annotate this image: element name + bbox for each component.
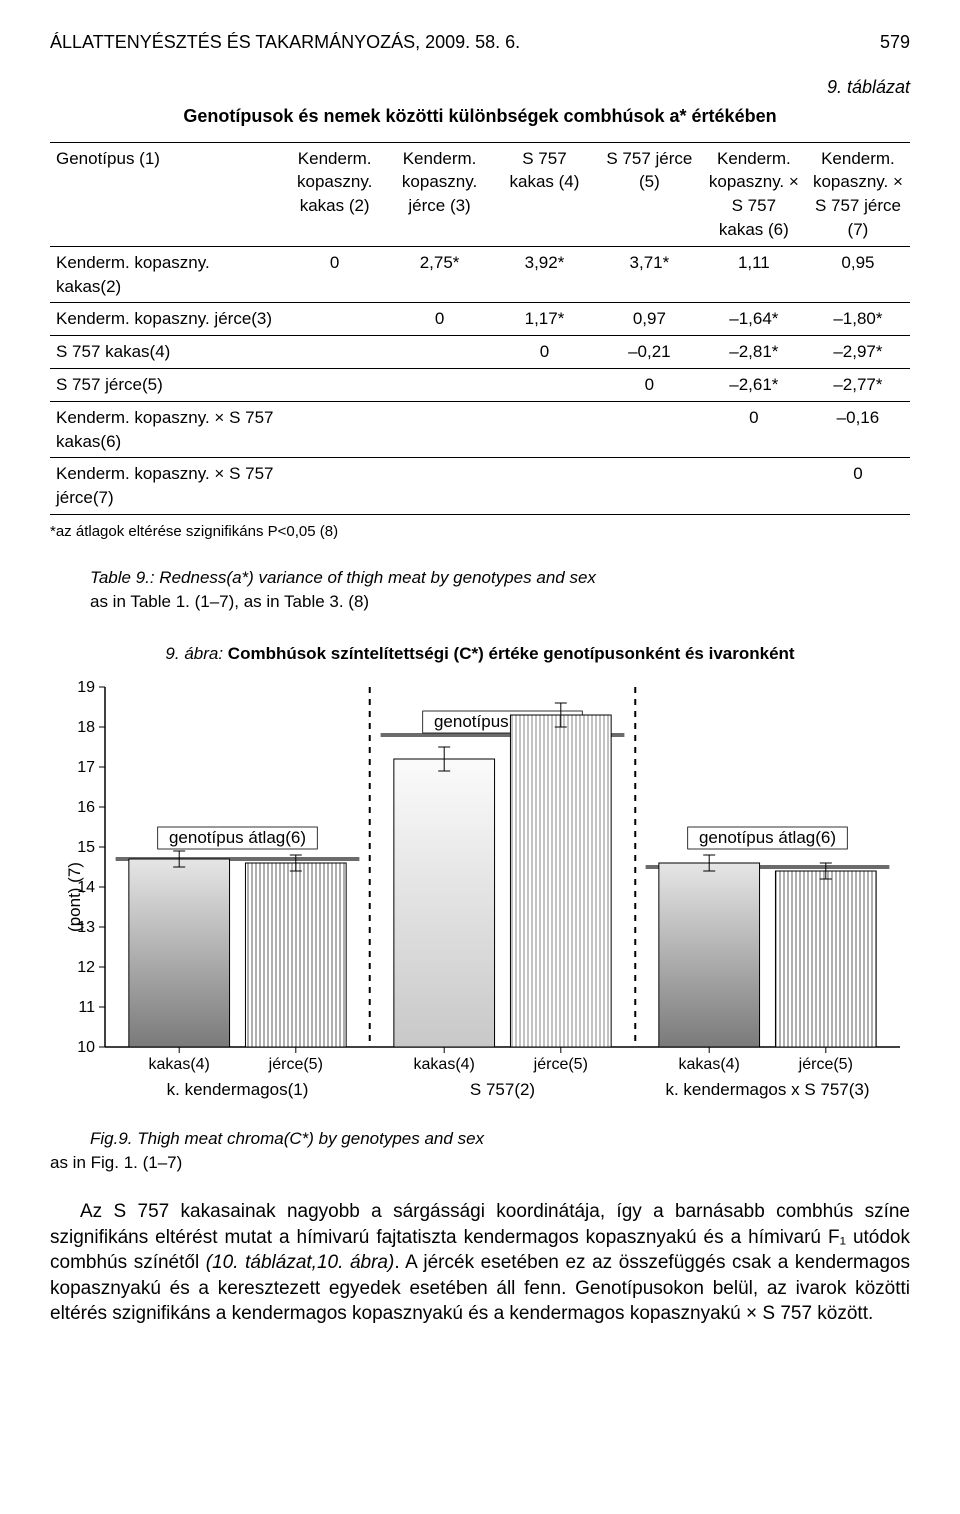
table-header-cell: S 757 jérce (5)	[597, 143, 702, 247]
svg-text:jérce(5): jérce(5)	[798, 1056, 853, 1073]
svg-text:15: 15	[77, 839, 95, 856]
body-paragraph: Az S 757 kakasainak nagyobb a sárgássági…	[50, 1199, 910, 1327]
table-cell: 3,92*	[492, 247, 597, 303]
table-cell	[282, 369, 387, 401]
table-row-label: Kenderm. kopaszny. × S 757 kakas(6)	[50, 402, 282, 458]
table-caption: Table 9.: Redness(a*) variance of thigh …	[90, 566, 910, 614]
table-cell: 0,97	[597, 303, 702, 335]
table-cell: 0	[597, 369, 702, 401]
table-cell	[492, 369, 597, 401]
table-cell: 0	[387, 303, 492, 335]
table-cell: –2,81*	[702, 336, 806, 368]
table-cell: –1,80*	[806, 303, 910, 335]
figure-caption-sub: as in Fig. 1. (1–7)	[50, 1151, 910, 1175]
svg-text:kakas(4): kakas(4)	[679, 1056, 740, 1073]
table-cell: 2,75*	[387, 247, 492, 303]
svg-text:kakas(4): kakas(4)	[149, 1056, 210, 1073]
table-row-label: Kenderm. kopaszny. kakas(2)	[50, 247, 282, 303]
table-label: 9. táblázat	[50, 75, 910, 100]
table-header-cell: Kenderm. kopaszny. jérce (3)	[387, 143, 492, 247]
table-caption-italic: Table 9.: Redness(a*) variance of thigh …	[90, 568, 596, 587]
svg-text:jérce(5): jérce(5)	[533, 1056, 588, 1073]
table-cell	[597, 458, 702, 514]
table-cell	[492, 458, 597, 514]
table-header-cell: Genotípus (1)	[50, 143, 282, 247]
table-cell: –0,16	[806, 402, 910, 458]
table-title: Genotípusok és nemek közötti különbségek…	[50, 104, 910, 129]
data-table: Genotípus (1)Kenderm. kopaszny. kakas (2…	[50, 142, 910, 515]
table-cell: 1,11	[702, 247, 806, 303]
table-cell: 0	[282, 247, 387, 303]
table-header-cell: Kenderm. kopaszny. kakas (2)	[282, 143, 387, 247]
table-row-label: S 757 kakas(4)	[50, 336, 282, 368]
svg-text:k. kendermagos x S 757(3): k. kendermagos x S 757(3)	[665, 1080, 869, 1099]
table-cell: –2,61*	[702, 369, 806, 401]
svg-text:kakas(4): kakas(4)	[414, 1056, 475, 1073]
table-row-label: Kenderm. kopaszny. jérce(3)	[50, 303, 282, 335]
svg-text:19: 19	[77, 679, 95, 696]
svg-text:genotípus átlag(6): genotípus átlag(6)	[169, 828, 306, 847]
table-cell	[282, 336, 387, 368]
table-cell: –0,21	[597, 336, 702, 368]
svg-text:k. kendermagos(1): k. kendermagos(1)	[167, 1080, 309, 1099]
table-cell	[387, 369, 492, 401]
table-header-cell: S 757 kakas (4)	[492, 143, 597, 247]
table-row-label: S 757 jérce(5)	[50, 369, 282, 401]
table-cell: 0	[702, 402, 806, 458]
svg-text:16: 16	[77, 799, 95, 816]
figure-caption-italic: Fig.9. Thigh meat chroma(C*) by genotype…	[90, 1129, 484, 1148]
table-header-cell: Kenderm. kopaszny. × S 757 kakas (6)	[702, 143, 806, 247]
table-cell	[387, 458, 492, 514]
figure-title-prefix: 9. ábra:	[165, 644, 227, 663]
y-axis-label: (pont) (7)	[63, 862, 87, 932]
table-cell: 0	[806, 458, 910, 514]
svg-text:genotípus átlag(6): genotípus átlag(6)	[699, 828, 836, 847]
table-cell: 1,17*	[492, 303, 597, 335]
table-cell	[492, 402, 597, 458]
svg-text:jérce(5): jérce(5)	[268, 1056, 323, 1073]
table-cell	[387, 336, 492, 368]
table-cell: 0,95	[806, 247, 910, 303]
page-header: ÁLLATTENYÉSZTÉS ÉS TAKARMÁNYOZÁS, 2009. …	[50, 30, 910, 55]
table-cell: –1,64*	[702, 303, 806, 335]
table-cell: 3,71*	[597, 247, 702, 303]
figure-caption: Fig.9. Thigh meat chroma(C*) by genotype…	[90, 1127, 910, 1151]
table-cell	[387, 402, 492, 458]
svg-text:12: 12	[77, 959, 95, 976]
table-header-cell: Kenderm. kopaszny. × S 757 jérce (7)	[806, 143, 910, 247]
svg-text:11: 11	[78, 999, 95, 1016]
table-cell	[597, 402, 702, 458]
table-cell	[282, 458, 387, 514]
table-caption-sub: as in Table 1. (1–7), as in Table 3. (8)	[90, 592, 369, 611]
table-row-label: Kenderm. kopaszny. × S 757 jérce(7)	[50, 458, 282, 514]
svg-text:10: 10	[77, 1039, 95, 1056]
chart-svg: 10111213141516171819genotípus átlag(6)ka…	[50, 677, 910, 1117]
svg-text:S 757(2): S 757(2)	[470, 1080, 535, 1099]
bar-chart: (pont) (7) 10111213141516171819genotípus…	[50, 677, 910, 1117]
table-cell: –2,97*	[806, 336, 910, 368]
table-cell	[702, 458, 806, 514]
svg-text:18: 18	[77, 719, 95, 736]
table-cell	[282, 402, 387, 458]
table-cell: –2,77*	[806, 369, 910, 401]
figure-title: 9. ábra: Combhúsok színtelítettségi (C*)…	[50, 642, 910, 666]
table-footnote: *az átlagok eltérése szignifikáns P<0,05…	[50, 521, 910, 542]
journal-ref: ÁLLATTENYÉSZTÉS ÉS TAKARMÁNYOZÁS, 2009. …	[50, 30, 520, 55]
table-cell	[282, 303, 387, 335]
svg-text:17: 17	[77, 759, 95, 776]
table-cell: 0	[492, 336, 597, 368]
page-number: 579	[880, 30, 910, 55]
figure-title-bold: Combhúsok színtelítettségi (C*) értéke g…	[228, 644, 795, 663]
